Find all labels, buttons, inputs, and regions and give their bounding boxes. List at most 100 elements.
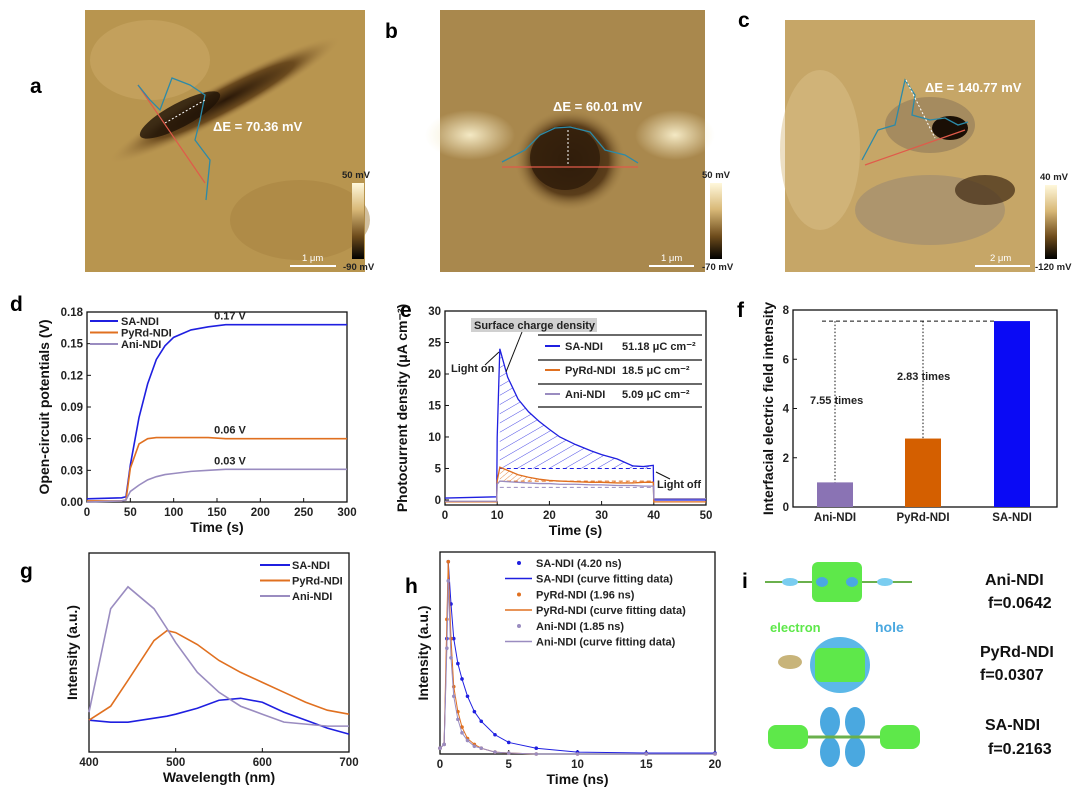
plateau-label: 0.06 V <box>214 425 246 437</box>
series-line-pyrd <box>87 436 347 502</box>
data-point <box>456 661 460 666</box>
plot-g: 400 500 600 700 Wavelength (nm) Intensity (a.… <box>64 552 359 785</box>
plateau-label: 0.17 V <box>214 311 246 323</box>
colorbar-c <box>1045 185 1057 259</box>
colorbar-min-c: -120 mV <box>1035 262 1072 273</box>
scalebar-label-b: 1 μm <box>661 253 682 264</box>
data-point <box>534 746 539 751</box>
molecule-f-ani: f=0.0642 <box>988 595 1052 612</box>
delta-e-label-b: ΔE = 60.01 mV <box>553 99 643 114</box>
plot-frame <box>88 552 350 753</box>
data-point <box>446 579 451 583</box>
legend-label: SA-NDI <box>292 560 330 572</box>
molecule-pyrd-ndi <box>778 637 870 693</box>
panel-label-a: a <box>30 75 42 98</box>
series-line-ani <box>88 585 349 727</box>
bar-sa-ndi <box>994 321 1030 507</box>
x-axis-label: Time (ns) <box>547 771 609 787</box>
legend-marker <box>517 561 521 565</box>
panel-label-f: f <box>737 299 745 322</box>
x-tick-label: 700 <box>339 757 358 769</box>
y-tick-label: 2 <box>783 453 789 465</box>
plot-d: 0 50 100 150 200 250 300 0.00 0.03 0.06 0.09 0.12 0.… <box>36 307 357 535</box>
surface-charge-label: Surface charge density <box>474 320 596 332</box>
data-point <box>449 656 453 660</box>
data-point <box>493 750 497 754</box>
legend-marker <box>517 624 521 628</box>
legend-label: PyRd-NDI <box>121 328 172 340</box>
data-point <box>460 731 464 735</box>
x-tick-label: 20 <box>709 759 722 771</box>
molecule-sa-ndi <box>768 707 920 767</box>
legend-label: Ani-NDI <box>565 389 605 401</box>
bar-pyrd-ndi <box>905 438 941 507</box>
x-tick-label: 50 <box>124 507 137 519</box>
y-tick-label: 15 <box>428 400 441 412</box>
plateau-label: 0.03 V <box>214 455 246 467</box>
data-point <box>479 746 484 751</box>
y-tick-label: 0 <box>435 495 441 507</box>
data-point <box>472 709 477 714</box>
y-tick-label: 0.00 <box>61 497 83 509</box>
colorbar-b <box>710 183 722 259</box>
molecule-name-sa: SA-NDI <box>985 717 1040 734</box>
legend-label: PyRd-NDI (1.96 ns) <box>536 590 635 602</box>
legend-label: PyRd-NDI <box>565 365 616 377</box>
delta-e-label-c: ΔE = 140.77 mV <box>925 80 1022 95</box>
kpfm-map-c: ΔE = 140.77 mV 40 mV -120 mV 2 μm <box>780 20 1072 273</box>
legend-label: Ani-NDI (1.85 ns) <box>536 621 624 633</box>
hole-label: hole <box>875 619 904 635</box>
ratio-label-pyrd: 2.83 times <box>897 371 950 383</box>
x-tick-label: 5 <box>506 759 513 771</box>
panel-label-e: e <box>400 299 412 322</box>
y-tick-label: 6 <box>783 354 789 366</box>
scalebar-label-c: 2 μm <box>990 253 1011 264</box>
x-tick-label: 30 <box>595 510 608 522</box>
panel-label-b: b <box>385 20 398 43</box>
legend-label-fit: PyRd-NDI (curve fitting data) <box>536 605 686 617</box>
molecule-panel: electron hole Ani-NDI f=0.0642 PyRd-NDI … <box>765 562 1054 767</box>
y-tick-label: 0.18 <box>61 307 84 319</box>
delta-e-label-a: ΔE = 70.36 mV <box>213 119 303 134</box>
colorbar-max-c: 40 mV <box>1040 172 1069 183</box>
x-tick-label: 500 <box>166 757 185 769</box>
data-point <box>438 746 442 751</box>
data-point <box>506 740 511 745</box>
series-line-ani <box>445 480 706 502</box>
ratio-label-ani: 7.55 times <box>810 395 863 407</box>
panel-label-c: c <box>738 9 750 32</box>
data-point <box>644 752 649 756</box>
light-on-label: Light on <box>451 363 495 375</box>
bar-ani-ndi <box>817 482 853 507</box>
data-point <box>449 636 453 641</box>
plot-frame <box>444 310 707 506</box>
colorbar-min-a: -90 mV <box>343 262 375 273</box>
legend-label-fit: SA-NDI (curve fitting data) <box>536 574 673 586</box>
y-tick-label: 20 <box>428 369 441 381</box>
data-point <box>460 677 464 681</box>
data-point <box>460 725 464 729</box>
data-point <box>472 744 477 749</box>
category-label: PyRd-NDI <box>896 512 949 524</box>
plot-h: 0 5 10 15 20 Time (ns) Intensity (a.u.) SA-NDI … <box>415 551 722 787</box>
x-tick-label: 10 <box>491 510 504 522</box>
electron-label: electron <box>770 620 821 635</box>
colorbar-max-b: 50 mV <box>702 170 731 181</box>
y-tick-label: 0.12 <box>61 370 83 382</box>
category-label: Ani-NDI <box>814 512 856 524</box>
series-line-ani <box>86 468 347 503</box>
data-point <box>575 752 580 756</box>
data-point <box>442 742 446 747</box>
panel-label-g: g <box>20 560 33 583</box>
y-tick-label: 0.03 <box>61 465 83 477</box>
molecule-name-ani: Ani-NDI <box>985 572 1044 589</box>
y-tick-label: 30 <box>428 306 441 318</box>
y-tick-label: 25 <box>428 337 441 349</box>
data-point <box>493 732 497 737</box>
data-point <box>479 719 484 724</box>
charts: 0 50 100 150 200 250 3000.000.030.060.090.120.… <box>36 302 1058 787</box>
x-tick-label: 20 <box>543 510 556 522</box>
scalebar-label-a: 1 μm <box>302 253 323 264</box>
panel-label-d: d <box>10 293 23 316</box>
